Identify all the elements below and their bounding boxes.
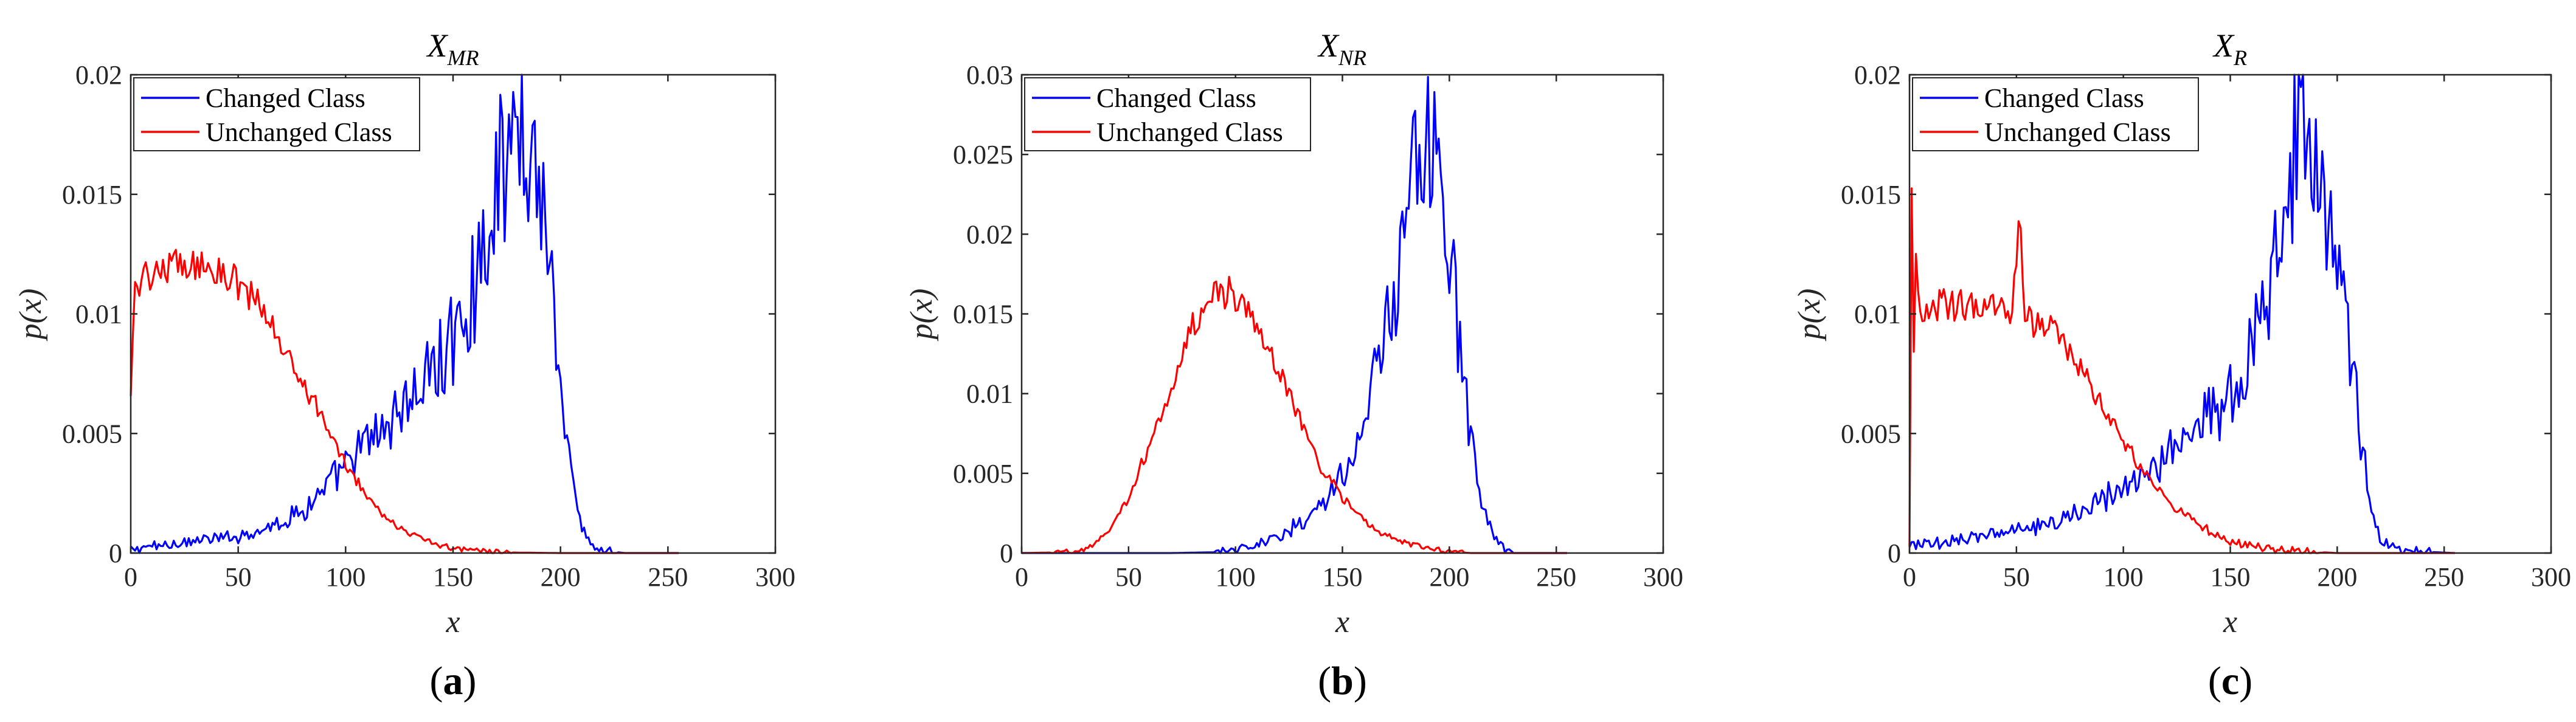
y-tick-label: 0.02 (966, 219, 1013, 249)
legend-box (1024, 77, 1311, 151)
y-tick-label: 0.01 (1854, 300, 1901, 329)
chart-panel-a: 0 50 100 150 200 250 300 0 0.005 0.01 0.015 0.02 x p(… (13, 27, 795, 703)
series-line-changed (1908, 74, 2455, 554)
y-tick-label: 0.005 (62, 419, 122, 449)
x-tick-label: 150 (1323, 562, 1363, 592)
x-tick-label: 0 (1903, 562, 1916, 592)
chart-panel-c: 0 50 100 150 200 250 300 0 0.005 0.01 0.015 0.02 x p(… (1792, 27, 2571, 703)
x-tick-label: 0 (124, 562, 137, 592)
chart-title-subscript: NR (1338, 46, 1366, 70)
x-tick-label: 250 (1536, 562, 1576, 592)
legend-entry-unchanged: Unchanged Class (1096, 117, 1283, 147)
y-axis-label: p(x) (13, 289, 48, 342)
chart-title-main: X (426, 27, 449, 64)
panel-label-letter: c (2221, 659, 2239, 703)
plot-area (1909, 75, 2551, 553)
x-tick-label: 200 (2317, 562, 2357, 592)
panel-label: (a) (430, 659, 477, 703)
legend: Changed Class Unchanged Class (1912, 77, 2199, 151)
y-tick-label: 0.02 (75, 60, 122, 90)
y-tick-label: 0 (1000, 538, 1013, 568)
y-tick-label: 0.005 (953, 459, 1013, 489)
legend-box (1912, 77, 2199, 151)
x-tick-label: 250 (648, 562, 688, 592)
panel-label-close: ) (1354, 659, 1367, 703)
legend: Changed Class Unchanged Class (1024, 77, 1311, 151)
x-tick-label: 150 (2211, 562, 2251, 592)
x-tick-label: 100 (1216, 562, 1256, 592)
chart-title-subscript: MR (447, 46, 479, 70)
y-tick-label: 0.03 (966, 60, 1013, 90)
x-tick-label: 150 (433, 562, 473, 592)
chart-title-main: X (1317, 27, 1340, 64)
y-tick-label: 0.01 (966, 379, 1013, 409)
panel-label-open: ( (1318, 659, 1331, 703)
x-tick-label: 250 (2424, 562, 2464, 592)
y-tick-label: 0.01 (75, 300, 122, 329)
y-axis-label: p(x) (1792, 289, 1827, 342)
y-tick-label: 0 (1888, 538, 1901, 568)
x-tick-label: 50 (1115, 562, 1142, 592)
y-tick-label: 0.025 (953, 140, 1013, 170)
y-tick-label: 0.015 (62, 180, 122, 210)
plot-area (1022, 75, 1663, 553)
panel-label-open: ( (430, 659, 443, 703)
legend-entry-unchanged: Unchanged Class (1984, 117, 2171, 147)
x-axis-label: x (445, 605, 460, 639)
panel-label-open: ( (2208, 659, 2221, 703)
chart-title-main: X (2212, 27, 2235, 64)
legend-entry-changed: Changed Class (1984, 83, 2144, 113)
y-tick-label: 0 (109, 538, 122, 568)
panel-label-close: ) (463, 659, 477, 703)
y-axis-label: p(x) (904, 289, 939, 342)
legend-entry-unchanged: Unchanged Class (206, 117, 392, 147)
x-tick-label: 300 (2531, 562, 2571, 592)
y-tick-label: 0.005 (1841, 419, 1901, 449)
x-tick-label: 200 (1429, 562, 1469, 592)
legend-entry-changed: Changed Class (1096, 83, 1256, 113)
y-tick-label: 0.015 (1841, 180, 1901, 210)
y-tick-label: 0.015 (953, 300, 1013, 329)
x-tick-label: 0 (1015, 562, 1028, 592)
x-tick-label: 200 (541, 562, 581, 592)
x-tick-label: 50 (225, 562, 252, 592)
chart-title: XNR (1317, 27, 1366, 70)
y-tick-label: 0.02 (1854, 60, 1901, 90)
x-tick-label: 300 (755, 562, 795, 592)
chart-panel-b: 0 50 100 150 200 250 300 0 0.005 0.01 0.015 0.02 0.0… (904, 27, 1683, 703)
legend-entry-changed: Changed Class (206, 83, 365, 113)
x-tick-label: 300 (1643, 562, 1683, 592)
x-axis-label: x (1335, 605, 1349, 639)
chart-title-subscript: R (2233, 46, 2247, 70)
x-tick-label: 100 (2103, 562, 2144, 592)
panel-label: (b) (1318, 659, 1367, 703)
panel-label-letter: b (1331, 659, 1354, 703)
series-line-changed (130, 74, 679, 554)
chart-title: XMR (426, 27, 479, 70)
panel-label: (c) (2208, 659, 2252, 703)
x-tick-label: 100 (325, 562, 365, 592)
x-axis-label: x (2223, 605, 2237, 639)
x-tick-label: 50 (2003, 562, 2030, 592)
plot-area (131, 75, 775, 553)
panel-label-close: ) (2239, 659, 2252, 703)
legend-box (133, 77, 420, 151)
chart-title: XR (2212, 27, 2247, 70)
legend: Changed Class Unchanged Class (133, 77, 420, 151)
panel-label-letter: a (443, 659, 463, 703)
